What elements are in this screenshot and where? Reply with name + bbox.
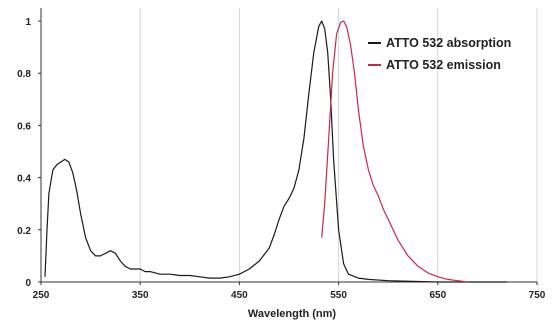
x-tick-label: 250 bbox=[33, 290, 50, 301]
x-tick-label: 750 bbox=[529, 290, 546, 301]
y-tick-label: 0.4 bbox=[17, 174, 31, 185]
legend-label: ATTO 532 absorption bbox=[386, 36, 511, 50]
series-lines bbox=[44, 20, 508, 283]
legend-label: ATTO 532 emission bbox=[386, 58, 501, 72]
y-tick-label: 0.8 bbox=[17, 69, 31, 80]
grid-lines bbox=[139, 8, 538, 282]
y-tick-labels: 0 0.2 0.4 0.6 0.8 1 bbox=[17, 17, 31, 289]
x-tick-label: 450 bbox=[231, 290, 248, 301]
y-tick-label: 0 bbox=[25, 278, 31, 289]
y-tick-label: 0.2 bbox=[17, 226, 31, 237]
x-tick-labels: 250 350 450 550 650 750 bbox=[33, 290, 546, 301]
series-line-atto-532-emission bbox=[321, 20, 468, 283]
x-tick-label: 550 bbox=[330, 290, 347, 301]
legend: ATTO 532 absorption ATTO 532 emission bbox=[368, 36, 511, 72]
y-tick-label: 0.6 bbox=[17, 121, 31, 132]
x-tick-label: 650 bbox=[429, 290, 446, 301]
y-tick-label: 1 bbox=[25, 17, 31, 28]
x-tick-label: 350 bbox=[132, 290, 149, 301]
x-axis-title: Wavelength (nm) bbox=[248, 308, 337, 320]
